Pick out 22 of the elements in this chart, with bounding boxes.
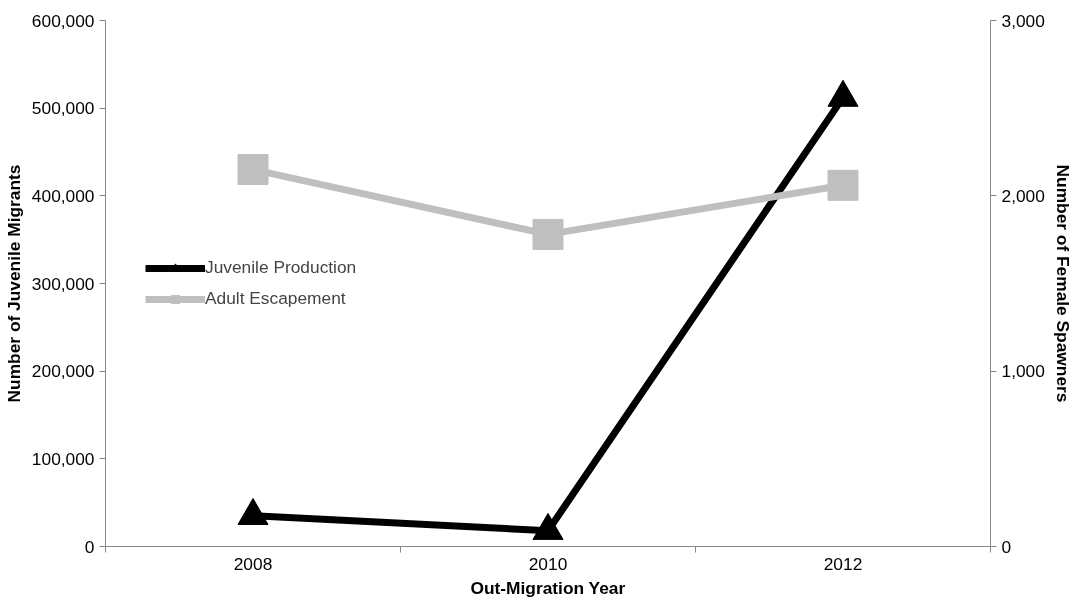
legend-label: Adult Escapement (205, 288, 346, 309)
y-tick-label: 300,000 (31, 273, 95, 294)
y-tick-label: 600,000 (31, 10, 95, 31)
x-tick-label: 2012 (823, 553, 863, 574)
x-axis-title: Out-Migration Year (470, 577, 626, 598)
y2-tick-label: 0 (1001, 536, 1012, 557)
y-tick-label: 0 (84, 536, 95, 557)
legend-label: Juvenile Production (205, 257, 357, 278)
x-tick-label: 2010 (528, 553, 568, 574)
point (532, 218, 564, 250)
point (827, 169, 859, 201)
y-axis-title: Number of Juvenile Migrants (3, 164, 24, 403)
y2-tick-label: 2,000 (1001, 185, 1045, 206)
y2-tick-label: 1,000 (1001, 361, 1045, 382)
y-tick-label: 100,000 (31, 448, 95, 469)
point (237, 154, 269, 186)
y2-axis-title: Number of Female Spawners (1052, 164, 1073, 403)
y-tick-label: 400,000 (31, 185, 95, 206)
x-tick-label: 2008 (233, 553, 273, 574)
y-tick-label: 200,000 (31, 361, 95, 382)
y2-tick-label: 3,000 (1001, 10, 1045, 31)
y-tick-label: 500,000 (31, 98, 95, 119)
